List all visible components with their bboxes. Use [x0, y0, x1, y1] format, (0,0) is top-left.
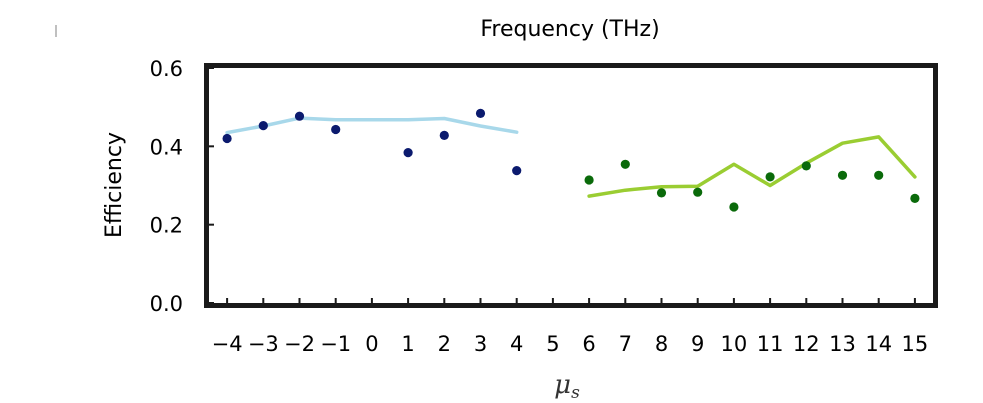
- x-tick-label-9: 5: [546, 332, 559, 356]
- x-tick-label-2: −2: [284, 332, 315, 356]
- data-point-3-7: [837, 170, 848, 180]
- x-tick-label-8: 4: [510, 332, 523, 356]
- y-axis-label: Efficiency: [102, 132, 127, 238]
- x-tick-label-13: 9: [691, 332, 704, 356]
- data-point-1-1: [258, 121, 268, 131]
- x-tick-label-15: 11: [757, 332, 784, 356]
- data-point-3-3: [693, 187, 703, 197]
- data-point-3-0: [584, 175, 594, 185]
- x-tick-label-0: −4: [212, 332, 243, 356]
- chart-title: Frequency (THz): [480, 17, 659, 42]
- x-tick-label-14: 10: [721, 332, 748, 356]
- data-point-3-1: [620, 159, 630, 169]
- data-point-1-6: [475, 108, 486, 118]
- x-tick-label-16: 12: [793, 332, 820, 356]
- series-line-0: [225, 116, 519, 135]
- x-axis-label: μs: [554, 370, 580, 403]
- data-point-3-8: [874, 170, 884, 180]
- data-point-1-7: [512, 166, 522, 176]
- data-point-3-9: [910, 193, 920, 203]
- data-point-1-5: [439, 130, 449, 140]
- data-point-1-3: [331, 124, 341, 135]
- x-tick-label-17: 13: [829, 332, 856, 356]
- x-tick-label-11: 7: [619, 332, 632, 356]
- x-tick-label-10: 6: [582, 332, 595, 356]
- data-point-3-6: [801, 161, 811, 171]
- y-tick-label-3: 0.6: [150, 57, 183, 81]
- ticks-layer: −4 −3 −2 −1 0 1 2 3 4 5 6 7 8 9 10 11 12 13 14 150.00.20.40…: [150, 57, 929, 356]
- y-tick-label-0: 0.0: [150, 292, 183, 316]
- y-tick-label-1: 0.2: [150, 214, 183, 238]
- series-line-2: [587, 135, 917, 198]
- x-tick-label-19: 15: [902, 332, 929, 356]
- data-point-3-2: [656, 188, 667, 198]
- x-axis-label-sub: s: [571, 383, 580, 403]
- data-point-1-2: [294, 111, 305, 121]
- data-point-1-4: [403, 148, 413, 158]
- x-tick-label-6: 2: [438, 332, 451, 356]
- plot-frame: [204, 63, 938, 308]
- x-tick-label-1: −3: [248, 332, 279, 356]
- x-tick-label-5: 1: [401, 332, 414, 356]
- x-tick-label-18: 14: [865, 332, 892, 356]
- y-tick-label-2: 0.4: [150, 135, 183, 159]
- x-tick-label-4: 0: [365, 332, 378, 356]
- data-point-1-0: [222, 133, 232, 144]
- x-tick-label-12: 8: [655, 332, 668, 356]
- x-axis-label-main: μ: [554, 370, 571, 400]
- data-point-3-4: [729, 202, 739, 212]
- data-point-3-5: [765, 172, 775, 182]
- x-tick-label-7: 3: [474, 332, 487, 356]
- series-layer: [222, 108, 920, 212]
- x-tick-label-3: −1: [320, 332, 351, 356]
